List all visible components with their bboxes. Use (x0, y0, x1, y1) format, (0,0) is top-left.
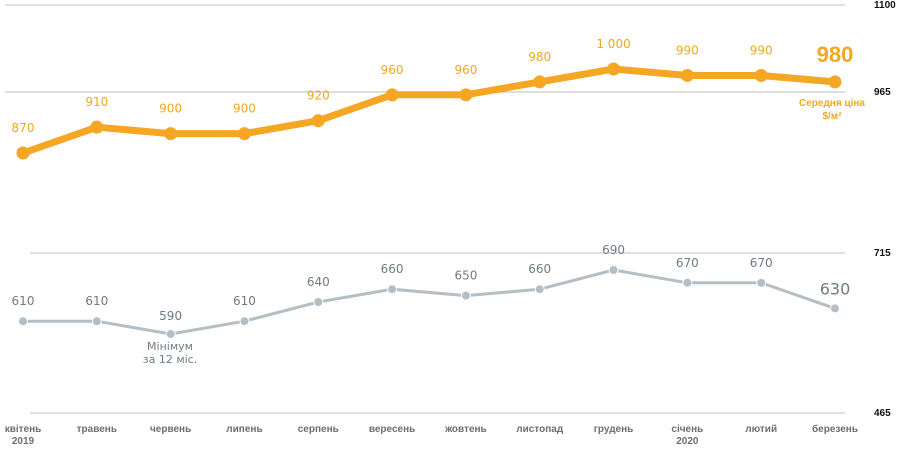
minimum-price-label-6: 650 (454, 269, 477, 283)
minimum-price-point-7 (534, 284, 545, 295)
x-label-year-0: 2019 (12, 436, 35, 447)
minimum-price-label-10: 670 (750, 256, 773, 270)
series-notes: Середня ціна $/м² Мінімум за 12 міс. (143, 98, 866, 366)
minimum-price-point-11 (830, 303, 840, 314)
minimum-price-label-9: 670 (676, 256, 699, 270)
x-label-3: липень (226, 424, 262, 435)
x-label-6: жовтень (444, 424, 487, 435)
minimum-price-label-7: 660 (528, 262, 551, 276)
avg-price-label-11: 980 (817, 42, 854, 67)
minimum-price-label-3: 610 (233, 294, 256, 308)
minimum-price-label-4: 640 (307, 275, 330, 289)
avg-price-point-2 (164, 127, 178, 141)
x-label-1: травень (77, 424, 117, 435)
minimum-note-line2: за 12 міс. (143, 353, 197, 366)
x-label-2: червень (150, 424, 191, 435)
x-label-year-9: 2020 (676, 436, 699, 447)
x-label-10: лютий (745, 424, 777, 435)
gridlines (5, 4, 845, 414)
x-label-4: серпень (298, 424, 339, 435)
minimum-price-point-1 (91, 316, 102, 327)
minimum-price-label-8: 690 (602, 243, 625, 257)
y-axis-ticks: 1100 965 715 465 (874, 0, 896, 419)
minimum-price-point-5 (387, 284, 398, 295)
avg-price-point-8 (607, 62, 621, 76)
minimum-price-label-5: 660 (381, 262, 404, 276)
y-tick-465: 465 (874, 408, 891, 419)
avg-price-point-11 (828, 75, 842, 89)
avg-price-label-2: 900 (159, 102, 182, 116)
minimum-price-point-2 (165, 329, 176, 339)
avg-price-point-6 (459, 88, 473, 102)
minimum-price-point-8 (608, 265, 619, 275)
y-tick-715: 715 (874, 248, 891, 259)
avg-price-label-1: 910 (85, 95, 108, 109)
x-label-7: листопад (516, 424, 564, 435)
avg-price-label-3: 900 (233, 102, 256, 116)
x-label-0: квітень (5, 424, 42, 435)
avg-price-label-4: 920 (307, 89, 330, 103)
minimum-price-line (21, 268, 837, 336)
minimum-note-line1: Мінімум (147, 340, 193, 353)
minimum-price-point-4 (313, 297, 324, 307)
avg-price-note-line1: Середня ціна (799, 98, 865, 109)
avg-price-line (19, 65, 839, 157)
avg-price-label-7: 980 (528, 50, 551, 64)
minimum-price-label-2: 590 (159, 309, 182, 323)
avg-price-point-10 (754, 68, 768, 82)
x-label-5: вересень (369, 424, 415, 435)
avg-price-point-3 (237, 127, 251, 141)
minimum-price-point-0 (18, 316, 28, 327)
avg-price-point-5 (385, 88, 399, 102)
minimum-price-label-11: 630 (820, 279, 851, 298)
avg-price-label-10: 990 (750, 43, 773, 57)
y-tick-965: 965 (874, 87, 891, 98)
y-tick-1100: 1100 (874, 0, 896, 11)
avg-price-label-6: 960 (454, 63, 477, 77)
minimum-price-point-3 (239, 316, 250, 327)
data-labels: 870 910 900 900 920 960 960 980 1 000 990 990 980 61… (12, 37, 854, 323)
avg-price-label-9: 990 (676, 43, 699, 57)
avg-price-note-line2: $/м² (822, 111, 842, 122)
x-label-8: грудень (594, 424, 634, 435)
avg-price-point-0 (16, 146, 30, 160)
x-label-9: січень (671, 424, 703, 435)
minimum-price-point-6 (460, 290, 471, 301)
minimum-price-point-9 (682, 277, 693, 288)
avg-price-point-1 (90, 120, 104, 134)
avg-price-label-5: 960 (381, 63, 404, 77)
avg-price-label-8: 1 000 (596, 37, 630, 51)
minimum-price-label-0: 610 (12, 294, 35, 308)
avg-price-point-7 (533, 75, 547, 89)
minimum-price-label-1: 610 (85, 294, 108, 308)
avg-price-point-9 (680, 68, 694, 82)
avg-price-point-4 (311, 114, 325, 128)
series (16, 62, 842, 339)
minimum-price-point-10 (756, 277, 767, 288)
avg-price-label-0: 870 (12, 121, 35, 135)
x-label-11: березень (812, 423, 858, 435)
